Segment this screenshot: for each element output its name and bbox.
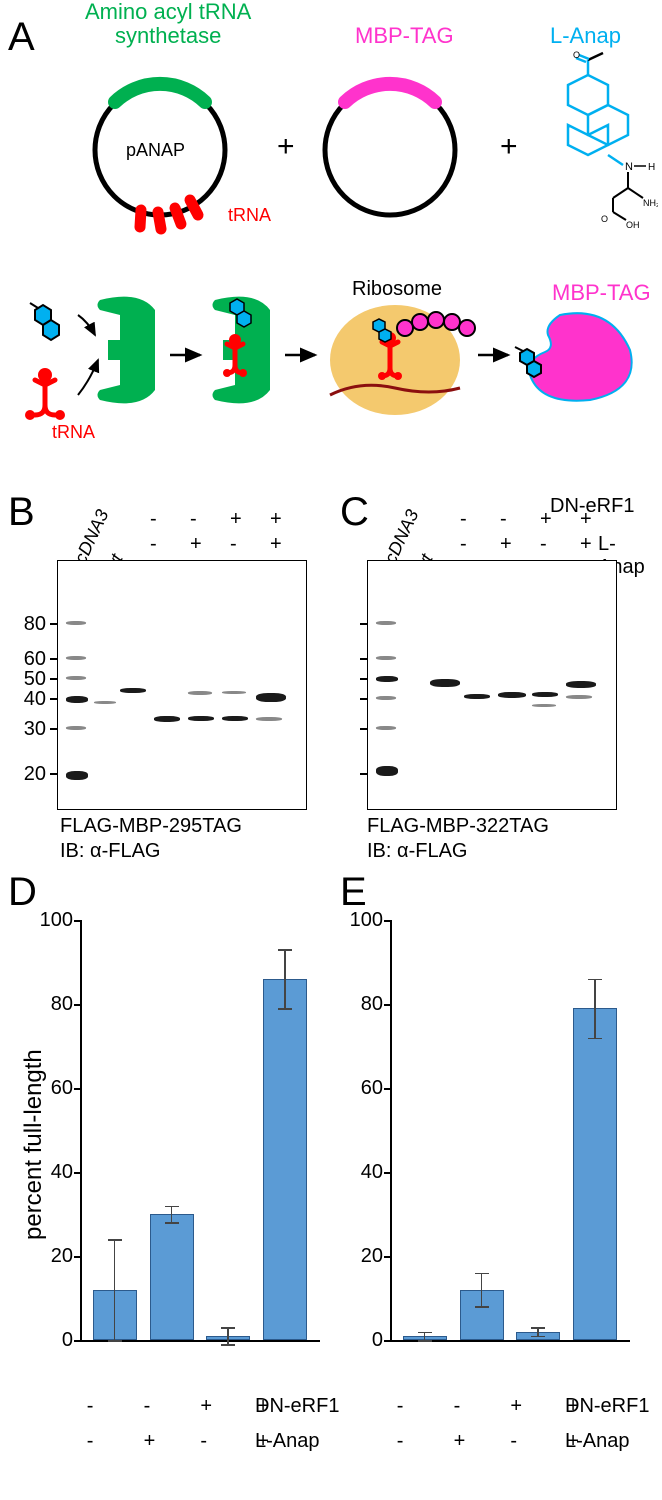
y-tick-label: 80 <box>35 993 73 1016</box>
y-tick-label: 20 <box>345 1245 383 1268</box>
blot-c <box>367 560 617 810</box>
condition-marker: - <box>144 1395 151 1418</box>
chart-e: 020406080100 <box>390 920 630 1340</box>
y-tick-label: 0 <box>345 1329 383 1352</box>
y-tick-label: 100 <box>35 909 73 932</box>
condition-marker: + <box>257 1395 269 1418</box>
c-la-0: - <box>460 533 467 556</box>
svg-text:O: O <box>573 50 580 60</box>
condition-marker: + <box>144 1430 156 1453</box>
svg-text:H: H <box>648 162 655 173</box>
condition-marker: - <box>510 1430 517 1453</box>
trna-label-1: tRNA <box>228 205 271 226</box>
bar <box>263 979 307 1340</box>
panel-a-label: A <box>8 15 35 60</box>
condition-marker: + <box>567 1430 579 1453</box>
b-la-0: - <box>150 533 157 556</box>
chart-d: 020406080100 <box>80 920 320 1340</box>
bar <box>573 1008 617 1340</box>
mw-20: 20 <box>18 763 46 786</box>
condition-marker: - <box>87 1395 94 1418</box>
mw-80: 80 <box>18 613 46 636</box>
c-la-1: + <box>500 533 512 556</box>
trna-label-2: tRNA <box>52 422 95 442</box>
panel-c-label: C <box>340 490 369 535</box>
condition-marker: + <box>257 1430 269 1453</box>
translation-cartoon: tRNA Ribosome <box>0 280 662 450</box>
mbp-product-label: MBP-TAG <box>552 280 651 305</box>
b-dn-3: + <box>270 508 282 531</box>
mw-30: 30 <box>18 718 46 741</box>
y-tick-label: 60 <box>35 1077 73 1100</box>
dn-erf1-label-top: DN-eRF1 <box>550 495 634 518</box>
condition-marker: - <box>397 1430 404 1453</box>
anap-structure: N H NH₂ O OH O <box>528 50 658 250</box>
condition-marker: - <box>87 1430 94 1453</box>
mw-40: 40 <box>18 688 46 711</box>
c-la-3: + <box>580 533 592 556</box>
condition-marker: + <box>567 1395 579 1418</box>
c-la-2: - <box>540 533 547 556</box>
y-tick-label: 0 <box>35 1329 73 1352</box>
condition-marker: + <box>454 1430 466 1453</box>
y-tick-label: 60 <box>345 1077 383 1100</box>
b-la-2: - <box>230 533 237 556</box>
b-dn-0: - <box>150 508 157 531</box>
c-dn-0: - <box>460 508 467 531</box>
ribosome-label: Ribosome <box>352 280 442 300</box>
svg-text:O: O <box>601 214 608 224</box>
blot-c-title: FLAG-MBP-322TAG <box>367 815 549 838</box>
y-tick-label: 80 <box>345 993 383 1016</box>
plus-2: + <box>500 130 518 164</box>
svg-text:OH: OH <box>626 220 640 230</box>
condition-marker: + <box>200 1395 212 1418</box>
svg-text:N: N <box>625 161 633 173</box>
blot-b <box>57 560 307 810</box>
condition-marker: - <box>454 1395 461 1418</box>
condition-marker: - <box>397 1395 404 1418</box>
plus-1: + <box>277 130 295 164</box>
panap-text: pANAP <box>126 140 185 161</box>
b-dn-2: + <box>230 508 242 531</box>
synthetase-label: Amino acyl tRNA synthetase <box>85 0 251 48</box>
blot-c-ib: IB: α-FLAG <box>367 840 467 863</box>
mbp-tag-label: MBP-TAG <box>355 23 454 49</box>
bar <box>150 1214 194 1340</box>
condition-marker: + <box>510 1395 522 1418</box>
b-la-3: + <box>270 533 282 556</box>
y-tick-label: 100 <box>345 909 383 932</box>
blot-b-title: FLAG-MBP-295TAG <box>60 815 242 838</box>
svg-text:NH₂: NH₂ <box>643 198 658 208</box>
blot-b-ib: IB: α-FLAG <box>60 840 160 863</box>
panel-b-label: B <box>8 490 35 535</box>
c-dn-1: - <box>500 508 507 531</box>
panel-d-label: D <box>8 870 37 915</box>
condition-marker: - <box>200 1430 207 1453</box>
l-anap-label: L-Anap <box>550 23 621 49</box>
y-tick-label: 40 <box>345 1161 383 1184</box>
b-la-1: + <box>190 533 202 556</box>
panel-a: A Amino acyl tRNA synthetase MBP-TAG L-A… <box>0 0 662 450</box>
b-dn-1: - <box>190 508 197 531</box>
y-tick-label: 40 <box>35 1161 73 1184</box>
mbp-plasmid <box>300 60 480 240</box>
y-tick-label: 20 <box>35 1245 73 1268</box>
